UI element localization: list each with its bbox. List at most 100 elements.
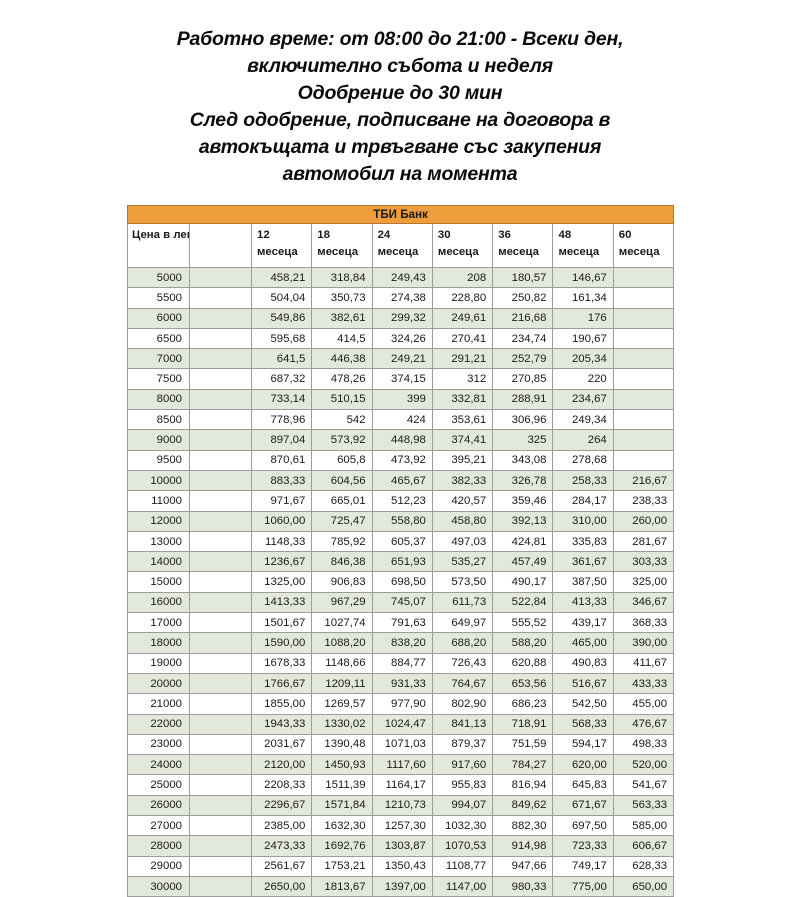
installment-cell-24m: 512,23 [371,490,433,512]
installment-cell-36m: 620,88 [492,652,554,674]
installment-cell-12m: 504,04 [250,287,313,309]
table-row: 19000 1678,33 1148,66 884,77 726,43 620,88 490… [127,652,675,674]
spacer-cell [189,469,252,492]
installment-cell-48m: 234,67 [552,388,614,411]
installment-cell-60m: 216,67 [612,469,675,492]
spacer-cell [189,835,252,857]
installment-cell-60m: 606,67 [612,835,675,857]
notice-line: Одобрение до 30 мин [297,82,503,104]
price-cell: 21000 [127,693,190,715]
installment-cell-36m: 326,78 [492,469,554,492]
price-cell: 16000 [127,591,190,614]
spacer-cell [189,794,252,817]
installment-cell-36m: 784,27 [492,754,554,776]
spacer-cell [189,713,252,735]
installment-cell-30m: 208 [431,266,494,289]
term-months-unit: месеца [618,245,660,258]
installment-cell-18m: 542 [311,409,373,431]
spacer-cell [189,632,252,654]
table-row: 6500 595,68 414,5 324,26 270,41 234,74 190,67 [127,327,675,350]
installment-cell-24m: 605,37 [371,530,433,553]
term-column-header-18: 18 месеца [311,223,373,268]
installment-cell-24m: 374,15 [371,368,433,390]
spacer-cell [189,530,252,553]
table-row: 8500 778,96 542 424 353,61 306,96 249,34 [127,409,675,431]
spacer-cell [189,490,252,512]
installment-cell-30m: 1147,00 [431,875,494,897]
notice-line: След одобрение, подписване на договора в [189,109,611,131]
price-cell: 9500 [127,449,190,471]
installment-cell-48m: 220 [552,368,614,390]
installment-cell-30m: 291,21 [431,348,494,370]
table-row: 16000 1413,33 967,29 745,07 611,73 522,84 413,… [127,591,675,614]
installment-cell-30m: 374,41 [431,429,494,451]
table-row: 6000 549,86 382,61 299,32 249,61 216,68 176 [127,307,675,329]
installment-cell-18m: 604,56 [311,469,373,492]
price-cell: 29000 [127,855,190,877]
installment-cell-12m: 2031,67 [250,733,313,756]
installment-cell-60m [612,409,675,431]
installment-cell-36m: 343,08 [492,449,554,471]
term-months-number: 48 [558,229,572,241]
installment-cell-12m: 1943,33 [250,713,313,735]
spacer-cell [189,368,252,390]
installment-cell-24m: 324,26 [371,327,433,350]
term-months-unit: месеца [437,245,479,258]
installment-cell-60m: 628,33 [612,855,675,877]
price-cell: 19000 [127,652,190,674]
installment-cell-12m: 2208,33 [250,774,313,796]
table-row: 23000 2031,67 1390,48 1071,03 879,37 751,59 59… [127,733,675,756]
installment-cell-12m: 641,5 [250,348,313,370]
installment-cell-12m: 2650,00 [250,875,313,897]
installment-cell-24m: 1024,47 [371,713,433,735]
installment-cell-18m: 1088,20 [311,632,373,654]
installment-cell-48m: 775,00 [552,875,614,897]
notice-line: автокъщата и трвъгване със закупения [198,136,602,158]
installment-cell-48m: 278,68 [552,449,614,471]
installment-cell-24m: 299,32 [371,307,433,329]
installment-cell-18m: 1571,84 [311,794,373,817]
installment-cell-24m: 1257,30 [371,815,433,837]
column-header-row: Цена в лева 12 месеца 18 месеца 24 месеца 30 ме… [127,223,675,268]
installment-cell-60m: 346,67 [612,591,675,614]
installment-cell-24m: 399 [371,388,433,411]
installment-cell-60m [612,429,675,451]
price-cell: 20000 [127,672,190,695]
table-row: 14000 1236,67 846,38 651,93 535,27 457,49 361,… [127,551,675,573]
installment-cell-36m: 980,33 [492,875,554,897]
installment-cell-12m: 1855,00 [250,693,313,715]
spacer-cell [189,429,252,451]
installment-cell-60m [612,449,675,471]
installment-cell-18m: 1330,02 [311,713,373,735]
installment-cell-18m: 1753,21 [311,855,373,877]
installment-cell-12m: 2385,00 [250,815,313,837]
installment-cell-60m [612,327,675,350]
installment-cell-24m: 1303,87 [371,835,433,857]
installment-cell-12m: 458,21 [250,266,313,289]
installment-cell-36m: 718,91 [492,713,554,735]
installment-cell-24m: 1350,43 [371,855,433,877]
installment-cell-24m: 424 [371,409,433,431]
price-cell: 22000 [127,713,190,735]
spacer-cell [189,855,252,877]
installment-cell-24m: 884,77 [371,652,433,674]
installment-cell-36m: 490,17 [492,571,554,593]
installment-cell-48m: 176 [552,307,614,329]
installment-cell-18m: 785,92 [311,530,373,553]
price-cell: 8500 [127,409,190,431]
installment-cell-48m: 387,50 [552,571,614,593]
installment-cell-36m: 288,91 [492,388,554,411]
installment-cell-12m: 2473,33 [250,835,313,857]
installment-cell-12m: 897,04 [250,429,313,451]
installment-cell-48m: 413,33 [552,591,614,614]
installment-cell-18m: 573,92 [311,429,373,451]
installment-cell-24m: 1164,17 [371,774,433,796]
term-column-header-48: 48 месеца [552,223,614,268]
installment-cell-24m: 473,92 [371,449,433,471]
installment-cell-12m: 1678,33 [250,652,313,674]
installment-cell-12m: 870,61 [250,449,313,471]
installment-cell-18m: 1027,74 [311,612,373,634]
installment-cell-18m: 446,38 [311,348,373,370]
term-column-header-36: 36 месеца [492,223,554,268]
price-cell: 26000 [127,794,190,817]
